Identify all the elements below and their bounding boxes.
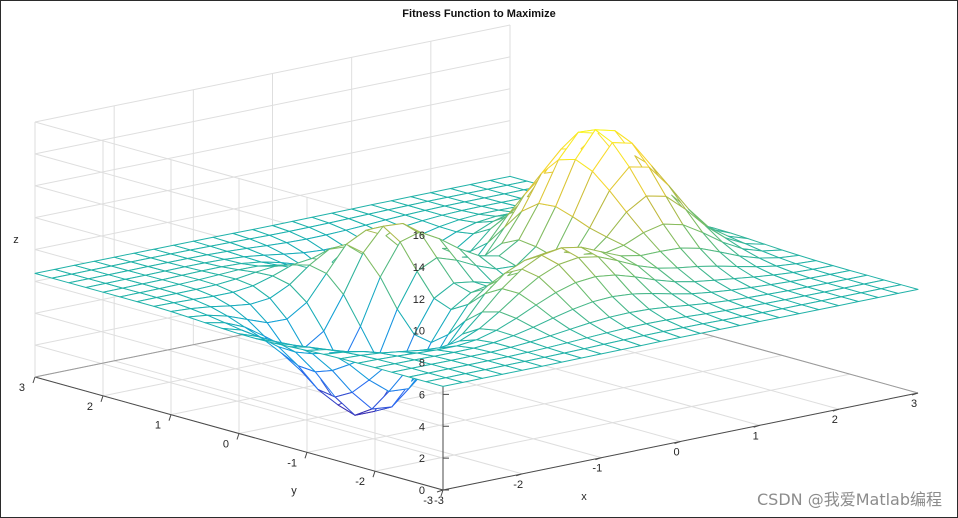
z-tick-label: 0 [419, 485, 425, 497]
backwall-gridline-z [34, 24, 511, 123]
x-tick-label: 0 [673, 447, 679, 459]
floor-gridline-y [306, 354, 783, 453]
backwall-gridline-z [34, 120, 511, 219]
backwall-gridline-z [34, 88, 511, 187]
y-tick-label: 3 [19, 382, 25, 394]
mesh-cell [880, 284, 919, 294]
y-tick-mark [236, 433, 240, 440]
x-tick-mark [436, 489, 444, 493]
z-tick-label: 10 [413, 326, 425, 338]
y-axis-label: y [291, 485, 297, 497]
x-tick-mark [516, 473, 523, 477]
z-tick-label: 2 [419, 453, 425, 465]
x-axis-label: x [581, 491, 587, 503]
z-tick-label: 12 [413, 294, 425, 306]
x-tick-mark [595, 457, 602, 461]
backwall-gridline-z [34, 152, 511, 250]
x-tick-mark [674, 441, 681, 444]
y-tick-label: -2 [355, 476, 365, 488]
x-tick-mark [911, 392, 919, 396]
z-axis-label: z [13, 234, 19, 246]
x-tick-label: 1 [753, 430, 759, 442]
x-tick-label: 3 [911, 398, 917, 410]
x-tick-label: -1 [592, 463, 602, 475]
z-tick-label: 8 [419, 358, 425, 370]
y-tick-mark [32, 376, 36, 384]
y-tick-label: 0 [223, 439, 229, 451]
watermark-text: CSDN @我爱Matlab编程 [757, 490, 942, 509]
floor-gridline-y [374, 373, 851, 472]
backwall-gridline-z [34, 56, 511, 155]
x-tick-label: -3 [434, 495, 444, 507]
y-tick-label: -1 [287, 457, 297, 469]
x-tick-label: 2 [832, 414, 838, 426]
x-tick-mark [753, 424, 760, 428]
y-tick-mark [372, 471, 376, 478]
z-tick-label: 16 [413, 230, 425, 242]
floor-gridline-y [238, 336, 715, 434]
x-tick-label: -2 [513, 479, 523, 491]
surface-mesh [34, 129, 919, 416]
y-tick-mark [304, 452, 308, 459]
sidewall-gridline-z [34, 344, 444, 459]
x-tick-mark [832, 408, 839, 412]
z-tick-label: 6 [419, 389, 425, 401]
z-tick-label: 4 [419, 421, 425, 433]
y-tick-mark [168, 414, 172, 421]
y-tick-mark [100, 395, 104, 402]
y-tick-label: -3 [423, 495, 433, 507]
chart-title: Fitness Function to Maximize [402, 8, 556, 20]
y-tick-mark [440, 489, 444, 497]
y-tick-label: 2 [87, 401, 93, 413]
y-tick-label: 1 [155, 420, 161, 432]
z-tick-label: 14 [413, 262, 425, 274]
